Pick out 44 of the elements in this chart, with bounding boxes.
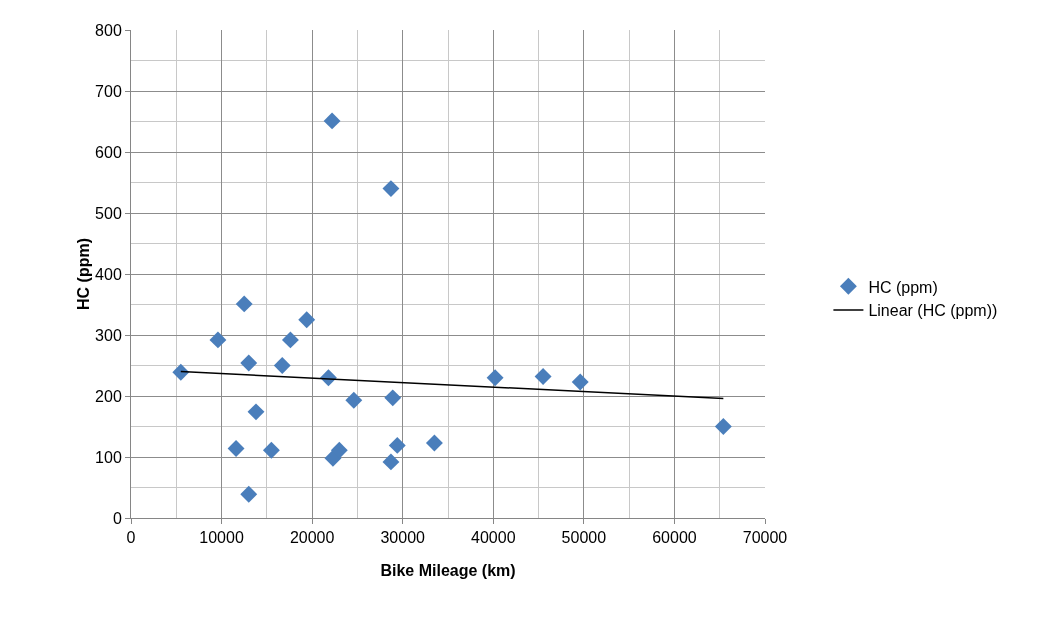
- point: [227, 440, 245, 457]
- y-tick-label: 300: [95, 326, 122, 344]
- y-tick-label: 200: [95, 387, 122, 405]
- point: [388, 436, 406, 454]
- point: [534, 368, 552, 385]
- legend-label: Linear (HC (ppm)): [868, 302, 998, 320]
- y-tick-label: 400: [95, 265, 122, 283]
- x-tick-label: 10000: [199, 529, 244, 547]
- point: [486, 369, 504, 387]
- y-tick-label: 100: [95, 448, 122, 466]
- y-tick-label: 600: [95, 143, 122, 161]
- x-tick-label: 60000: [652, 529, 697, 547]
- point: [714, 418, 732, 435]
- point: [323, 112, 341, 130]
- y-tick-label: 0: [112, 509, 122, 527]
- point: [571, 373, 589, 391]
- point: [235, 295, 253, 313]
- point: [425, 434, 443, 452]
- point: [247, 403, 265, 421]
- legend-label: HC (ppm): [868, 278, 938, 296]
- y-tick-label: 800: [95, 21, 122, 39]
- x-tick-label: 30000: [380, 529, 426, 547]
- y-tick-label: 500: [95, 204, 122, 222]
- y-axis-title: HC (ppm): [75, 238, 92, 310]
- x-tick-label: 70000: [742, 529, 788, 547]
- x-tick-label: 40000: [471, 529, 516, 547]
- point: [382, 453, 400, 471]
- point: [240, 485, 258, 503]
- x-tick-label: 0: [126, 529, 136, 547]
- point: [345, 391, 363, 409]
- point: [209, 331, 227, 349]
- point: [262, 441, 280, 459]
- point: [330, 441, 348, 459]
- point: [172, 363, 190, 381]
- point: [240, 354, 258, 372]
- point: [281, 331, 299, 349]
- x-tick-label: 20000: [289, 529, 335, 547]
- x-tick-label: 50000: [561, 529, 607, 547]
- point: [384, 389, 402, 407]
- point: [382, 180, 400, 198]
- y-tick-label: 700: [95, 82, 122, 100]
- x-axis-title: Bike Mileage (km): [380, 562, 516, 579]
- point: [298, 311, 316, 329]
- point: [273, 357, 291, 374]
